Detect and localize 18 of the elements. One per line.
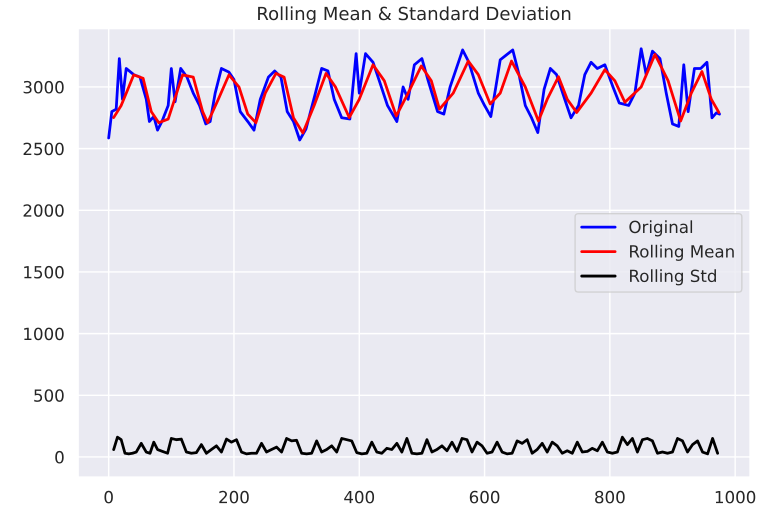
legend-label: Original (629, 220, 692, 236)
y-tick-label: 0 (55, 450, 64, 464)
chart-title: Rolling Mean & Standard Deviation (258, 6, 570, 24)
x-tick-label: 600 (470, 490, 500, 504)
x-tick-label: 0 (104, 490, 113, 504)
x-tick-label: 800 (595, 490, 625, 504)
x-tick-label: 1000 (716, 490, 756, 504)
y-tick-label: 2000 (24, 204, 64, 217)
legend-label: Rolling Mean (630, 244, 734, 261)
y-tick-label: 3000 (24, 80, 64, 94)
y-tick-label: 2500 (24, 142, 64, 156)
y-tick-label: 1000 (24, 328, 64, 340)
x-tick-label: 400 (344, 490, 374, 504)
x-tick-label: 200 (219, 490, 249, 504)
line-series (112, 436, 719, 456)
y-tick-label: 500 (34, 389, 64, 402)
legend-label: Rolling Std (630, 269, 716, 286)
y-tick-label: 1500 (24, 266, 64, 279)
